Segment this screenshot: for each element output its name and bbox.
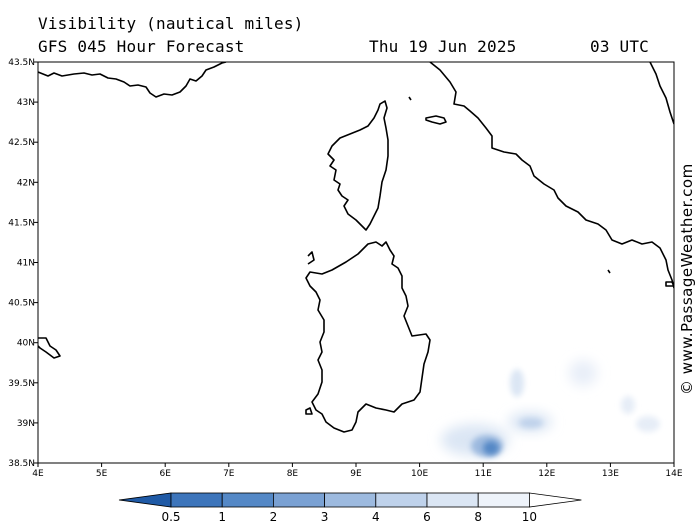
colorbar-label: 10 (522, 510, 537, 524)
vis-area (519, 418, 543, 428)
lat-tick-label: 43N (17, 98, 35, 108)
lat-tick-label: 39N (17, 419, 35, 429)
colorbar-segment (272, 492, 325, 508)
forecast-date: Thu 19 Jun 2025 (369, 37, 517, 56)
vis-area (569, 360, 597, 386)
colorbar-label: 1 (218, 510, 226, 524)
lon-tick-label: 9E (350, 469, 362, 479)
lon-tick-label: 8E (287, 469, 299, 479)
lat-axis: 43.5N 43N 42.5N 42N 41.5N 41N 40.5N 40N 39.5N 39N… (8, 58, 38, 469)
coast-france (38, 62, 227, 98)
map-frame (37, 61, 675, 464)
colorbar-label: 4 (372, 510, 380, 524)
colorbar-segment (375, 492, 428, 508)
colorbar-segment (324, 492, 377, 508)
lat-tick-label: 41.5N (8, 218, 35, 228)
lon-tick-label: 4E (32, 469, 44, 479)
colorbar-label: 2 (270, 510, 278, 524)
island-elba (425, 115, 447, 125)
island-asinara (307, 251, 315, 265)
lon-tick-label: 14E (665, 469, 682, 479)
lon-tick-label: 7E (223, 469, 235, 479)
lon-tick-label: 5E (96, 469, 108, 479)
lat-tick-label: 39.5N (8, 379, 35, 389)
island-corsica (327, 100, 389, 231)
vis-area (510, 369, 524, 397)
island-capraia (408, 96, 412, 101)
colorbar-segment (221, 492, 274, 508)
lat-tick-label: 38.5N (8, 459, 35, 469)
colorbar-min-arrow (118, 492, 172, 508)
coast-italy-north (649, 62, 674, 125)
vis-area (636, 416, 660, 432)
island-sardinia (305, 241, 431, 433)
colorbar-segment (426, 492, 479, 508)
lat-tick-label: 42.5N (8, 138, 35, 148)
colorbar-segment (477, 492, 530, 508)
chart-title: Visibility (nautical miles) (38, 14, 304, 33)
colorbar-segment (170, 492, 223, 508)
lon-tick-label: 13E (602, 469, 619, 479)
colorbar-max-arrow (529, 492, 582, 508)
lat-tick-label: 40N (17, 339, 35, 349)
colorbar-label: 3 (321, 510, 329, 524)
coast-balearic (38, 337, 61, 359)
island-sant-pietro (305, 407, 313, 415)
vis-area (621, 396, 635, 414)
lon-tick-label: 10E (411, 469, 428, 479)
lon-axis: 4E 5E 6E 7E 8E 9E 10E 11E 12E 13E 14E (32, 463, 683, 479)
lat-tick-label: 43.5N (8, 58, 35, 68)
visibility-field (441, 360, 660, 457)
lon-tick-label: 12E (538, 469, 555, 479)
lon-tick-label: 11E (475, 469, 492, 479)
coastlines (38, 62, 674, 433)
lat-tick-label: 42N (17, 178, 35, 188)
colorbar-label: 6 (423, 510, 431, 524)
lat-tick-label: 41N (17, 259, 35, 269)
vis-area (483, 441, 499, 455)
colorbar-label: 8 (474, 510, 482, 524)
lat-tick-label: 40.5N (8, 299, 35, 309)
lon-tick-label: 6E (159, 469, 171, 479)
coast-italy (429, 62, 674, 289)
forecast-time: 03 UTC (590, 37, 649, 56)
forecast-label: GFS 045 Hour Forecast (38, 37, 245, 56)
coast-gaeta-tip (665, 281, 674, 287)
island-ponza (607, 269, 611, 274)
colorbar-label: 0.5 (161, 510, 180, 524)
colorbar-legend: 0.5 1 2 3 4 6 8 10 (118, 492, 582, 524)
